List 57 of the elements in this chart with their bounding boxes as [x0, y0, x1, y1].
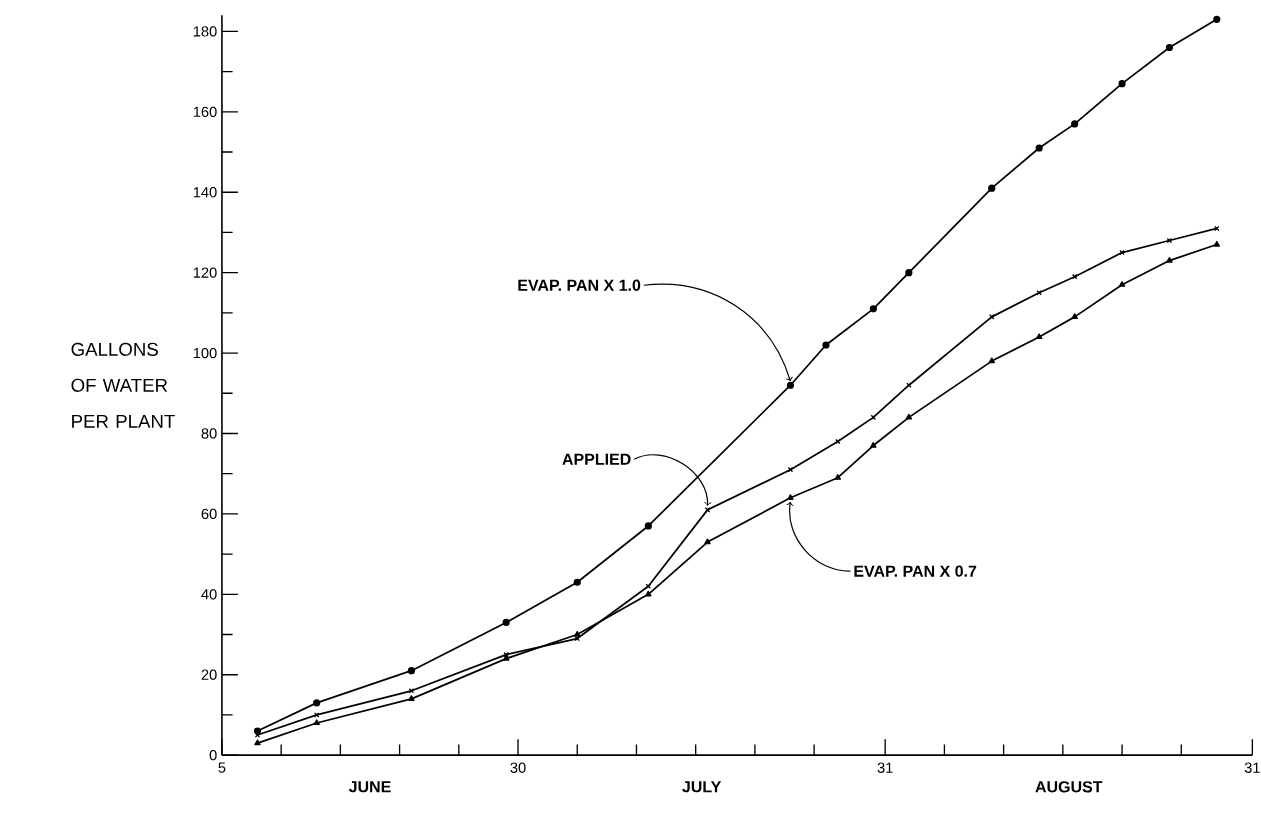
point [905, 413, 913, 420]
text: JULY [682, 781, 722, 793]
y-tick-label: 140 [193, 187, 217, 198]
x-tick-label: 30 [510, 762, 526, 773]
point [574, 631, 581, 637]
point [988, 357, 995, 364]
point [313, 699, 321, 707]
point [254, 739, 261, 746]
x-tick-label: 5 [218, 762, 226, 773]
point [644, 522, 652, 530]
point [645, 590, 652, 597]
point [502, 618, 510, 627]
point [989, 314, 995, 320]
text: EVAP. PAN X 1.0 [518, 279, 641, 292]
point [834, 474, 842, 480]
y-tick-label: 100 [193, 347, 217, 359]
x-tick-label: 31 [877, 762, 893, 773]
y-tick-label: 40 [201, 589, 217, 600]
point [313, 719, 320, 726]
point [870, 442, 877, 448]
text: GALLONS OF WATER PER PLANT [71, 342, 175, 428]
point [1166, 257, 1173, 263]
y-tick-label: 180 [193, 26, 217, 37]
text: APPLIED [562, 453, 631, 465]
point [408, 695, 415, 702]
y-tick-label: 120 [193, 267, 217, 278]
point [786, 381, 795, 389]
point [704, 538, 711, 545]
point [1036, 290, 1042, 296]
text: JUNE [348, 781, 391, 793]
text: AUGUST [1035, 781, 1103, 793]
point [1165, 43, 1174, 52]
point [869, 305, 877, 313]
point [988, 184, 996, 192]
point [787, 494, 794, 501]
x-tick-label: 31 [1244, 762, 1260, 773]
point [1118, 80, 1126, 88]
point [1213, 241, 1221, 247]
point [1213, 15, 1221, 24]
point [1118, 281, 1126, 287]
point [905, 269, 913, 277]
point [906, 382, 912, 389]
point [253, 727, 262, 735]
point [573, 578, 581, 586]
y-tick-label: 80 [201, 428, 217, 439]
point [822, 341, 830, 349]
point [1035, 333, 1043, 340]
y-tick-label: 60 [201, 508, 217, 520]
y-tick-label: 20 [201, 669, 217, 681]
point [1035, 144, 1043, 152]
point [407, 667, 416, 675]
point [787, 467, 794, 473]
y-tick-label: 160 [193, 106, 217, 118]
y-tick-label: 0 [209, 750, 217, 761]
text: EVAP. PAN X 0.7 [854, 565, 977, 577]
point [1071, 120, 1079, 128]
point [1071, 313, 1078, 320]
